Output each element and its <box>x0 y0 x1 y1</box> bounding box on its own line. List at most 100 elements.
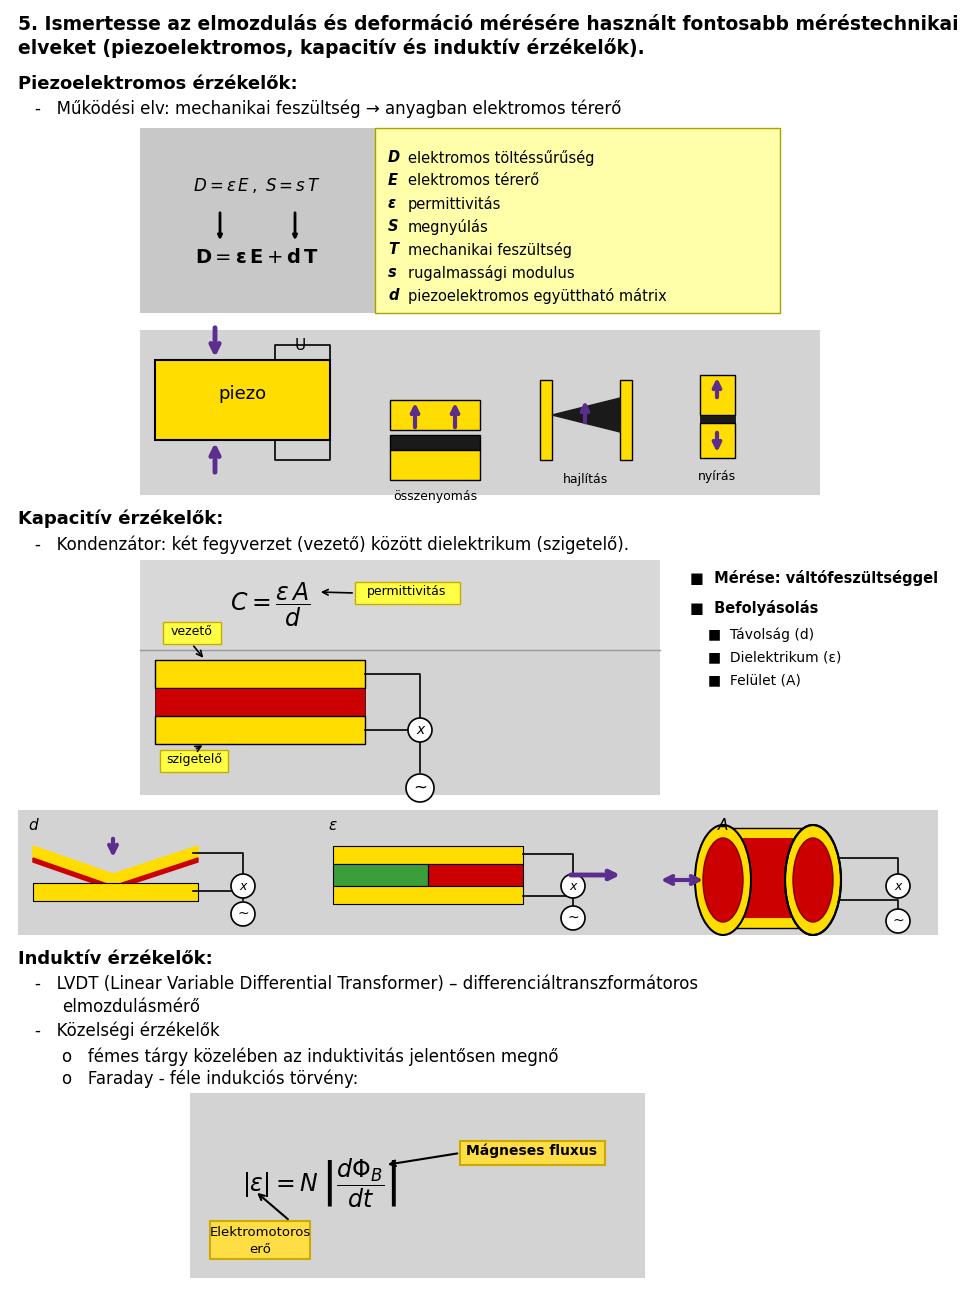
Bar <box>190 1093 645 1278</box>
Text: permittivitás: permittivitás <box>368 585 446 598</box>
Text: x: x <box>895 879 901 892</box>
Text: elmozdulásmérő: elmozdulásmérő <box>62 998 200 1016</box>
Bar <box>18 811 938 935</box>
Text: Elektromotoros: Elektromotoros <box>209 1226 311 1239</box>
Text: piezo: piezo <box>218 385 266 403</box>
Text: 5. Ismertesse az elmozdulás és deformáció mérésére használt fontosabb méréstechn: 5. Ismertesse az elmozdulás és deformáci… <box>18 16 959 34</box>
Text: ~: ~ <box>892 915 903 928</box>
Ellipse shape <box>793 838 833 922</box>
Text: nyírás: nyírás <box>698 470 736 483</box>
Bar <box>540 380 552 461</box>
Bar <box>210 1222 310 1259</box>
Text: ε: ε <box>388 196 396 211</box>
Bar <box>700 415 735 423</box>
Bar <box>390 450 480 480</box>
Text: T: T <box>388 242 398 258</box>
Text: Kapacitív érzékelők:: Kapacitív érzékelők: <box>18 510 224 528</box>
Text: ■  Távolság (d): ■ Távolság (d) <box>708 627 814 641</box>
Bar <box>723 838 813 919</box>
Text: ~: ~ <box>413 779 427 798</box>
Bar <box>460 1141 605 1164</box>
Circle shape <box>406 774 434 801</box>
Bar <box>160 749 228 771</box>
Text: szigetelő: szigetelő <box>166 753 222 766</box>
Text: $\mathbf{D}=\boldsymbol{\varepsilon}\,\mathbf{E}+\mathbf{d}\,\mathbf{T}$: $\mathbf{D}=\boldsymbol{\varepsilon}\,\m… <box>195 248 319 267</box>
Text: mechanikai feszültség: mechanikai feszültség <box>408 242 572 258</box>
Bar <box>333 846 523 864</box>
Polygon shape <box>552 398 620 432</box>
Text: piezoelektromos együttható mátrix: piezoelektromos együttható mátrix <box>408 288 667 304</box>
Text: összenyomás: összenyomás <box>393 490 477 503</box>
Text: permittivitás: permittivitás <box>408 196 501 212</box>
Bar <box>140 127 375 314</box>
Ellipse shape <box>703 838 743 922</box>
Text: d: d <box>28 818 37 833</box>
Text: ■  Mérése: váltófeszültséggel: ■ Mérése: váltófeszültséggel <box>690 570 938 585</box>
Text: s: s <box>388 265 396 280</box>
Text: o   fémes tárgy közelében az induktivitás jelentősen megnő: o fémes tárgy közelében az induktivitás … <box>62 1047 559 1066</box>
Text: elektromos töltéssűrűség: elektromos töltéssűrűség <box>408 150 594 167</box>
Bar <box>155 360 330 440</box>
Bar <box>390 399 480 431</box>
Text: ■  Dielektrikum (ε): ■ Dielektrikum (ε) <box>708 650 841 664</box>
Bar <box>620 380 632 461</box>
Bar <box>163 622 221 644</box>
Text: x: x <box>416 723 424 736</box>
Circle shape <box>561 874 585 898</box>
Text: ~: ~ <box>237 907 249 921</box>
Text: elektromos térerő: elektromos térerő <box>408 173 540 189</box>
Circle shape <box>886 874 910 898</box>
Bar <box>155 688 365 716</box>
Bar <box>723 827 813 928</box>
Bar <box>333 864 428 886</box>
Text: ~: ~ <box>567 911 579 925</box>
Bar <box>333 886 523 904</box>
Bar <box>155 660 365 688</box>
Ellipse shape <box>695 825 751 935</box>
Text: megnyúlás: megnyúlás <box>408 219 489 235</box>
Circle shape <box>231 902 255 926</box>
Bar <box>355 582 460 604</box>
Text: x: x <box>239 879 247 892</box>
Text: $C=\dfrac{\varepsilon\,A}{d}$: $C=\dfrac{\varepsilon\,A}{d}$ <box>229 580 310 630</box>
Text: vezető: vezető <box>171 624 213 637</box>
Bar <box>375 127 780 314</box>
Bar <box>155 716 365 744</box>
Circle shape <box>886 909 910 933</box>
Ellipse shape <box>785 825 841 935</box>
Text: -   Közelségi érzékelők: - Közelségi érzékelők <box>35 1023 220 1041</box>
Bar <box>700 375 735 415</box>
Text: $D=\varepsilon\,E\,,\ S=s\,T$: $D=\varepsilon\,E\,,\ S=s\,T$ <box>193 176 321 195</box>
Text: ■  Befolyásolás: ■ Befolyásolás <box>690 600 818 615</box>
Text: A: A <box>718 818 729 833</box>
Text: rugalmassági modulus: rugalmassági modulus <box>408 265 575 281</box>
Bar <box>140 559 660 650</box>
Bar <box>33 883 198 902</box>
Text: -   LVDT (Linear Variable Differential Transformer) – differenciáltranszformátor: - LVDT (Linear Variable Differential Tra… <box>35 974 698 993</box>
Text: elveket (piezoelektromos, kapacitív és induktív érzékelők).: elveket (piezoelektromos, kapacitív és i… <box>18 38 644 59</box>
Polygon shape <box>33 846 198 886</box>
Text: ■  Felület (A): ■ Felület (A) <box>708 673 801 687</box>
Bar <box>140 559 660 795</box>
Text: Induktív érzékelők:: Induktív érzékelők: <box>18 950 213 968</box>
Text: -   Kondenzátor: két fegyverzet (vezető) között dielektrikum (szigetelő).: - Kondenzátor: két fegyverzet (vezető) k… <box>35 535 629 553</box>
Text: D: D <box>388 150 400 165</box>
Text: E: E <box>388 173 398 189</box>
Polygon shape <box>33 857 198 890</box>
Text: ε: ε <box>328 818 336 833</box>
Text: o   Faraday - féle indukciós törvény:: o Faraday - féle indukciós törvény: <box>62 1069 358 1089</box>
Text: $|\varepsilon|=N\,\left|\dfrac{d\Phi_B}{dt}\right|$: $|\varepsilon|=N\,\left|\dfrac{d\Phi_B}{… <box>242 1157 397 1210</box>
Circle shape <box>231 874 255 898</box>
Text: x: x <box>569 879 577 892</box>
Text: d: d <box>388 288 398 303</box>
Circle shape <box>561 905 585 930</box>
Bar <box>390 435 480 450</box>
Text: S: S <box>388 219 398 234</box>
Text: -   Működési elv: mechanikai feszültség → anyagban elektromos térerő: - Működési elv: mechanikai feszültség → … <box>35 100 621 118</box>
Text: U: U <box>295 338 305 353</box>
Bar <box>140 330 820 494</box>
Text: erő: erő <box>249 1242 271 1255</box>
Bar <box>700 423 735 458</box>
Text: Mágneses fluxus: Mágneses fluxus <box>467 1144 597 1158</box>
Text: Piezoelektromos érzékelők:: Piezoelektromos érzékelők: <box>18 75 298 92</box>
